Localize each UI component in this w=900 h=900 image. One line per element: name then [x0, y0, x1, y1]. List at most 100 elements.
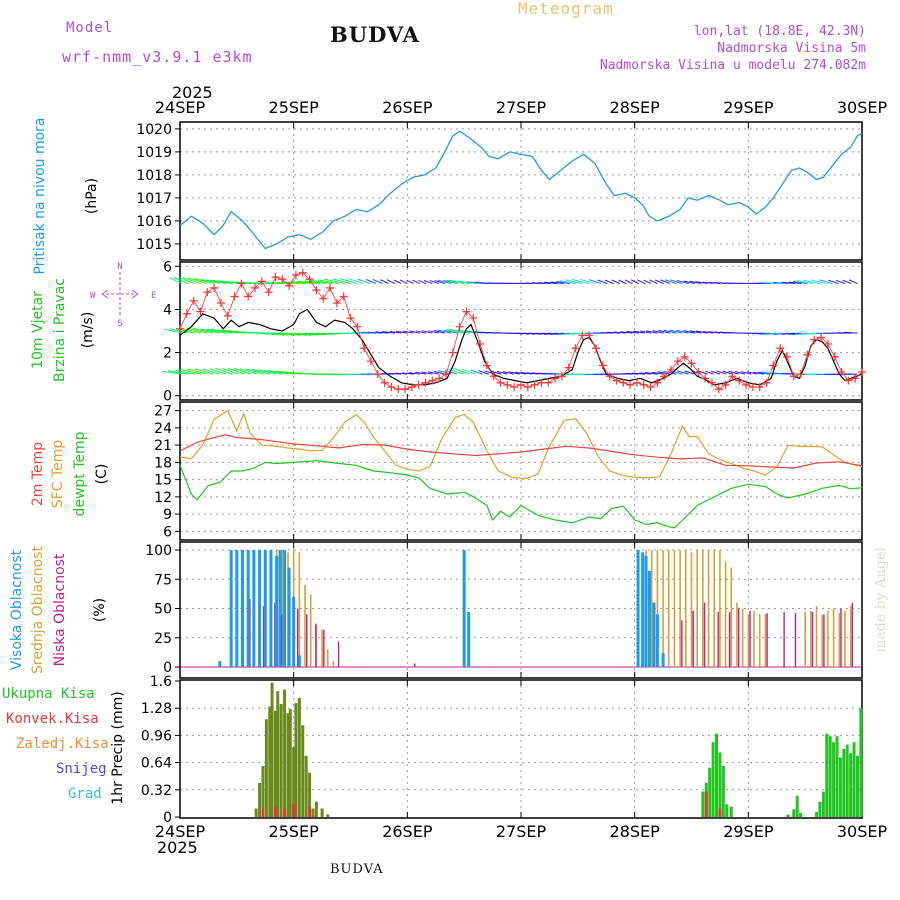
wind-vector	[747, 371, 758, 375]
wind-vector	[290, 332, 314, 336]
wind-vector	[399, 279, 408, 285]
cloud-high-bar	[644, 555, 648, 667]
wind-gust-marker	[176, 324, 184, 333]
wind-vector	[478, 370, 489, 375]
cloud-mid-bar	[656, 550, 659, 667]
wind-vector	[245, 368, 264, 375]
wind-vector	[418, 279, 427, 285]
temp-ytick-label: 24	[154, 421, 172, 437]
wind-vector	[588, 279, 602, 285]
wind-vector	[544, 332, 558, 335]
wind-vector	[764, 332, 783, 336]
cloud-low-bar	[281, 614, 283, 667]
meteogram-title: Meteogram	[518, 0, 614, 18]
wind-vector	[663, 370, 677, 375]
dewpt-ylabel: dewpt Temp	[72, 431, 88, 517]
wind-vector	[168, 277, 183, 285]
wind-vector	[502, 371, 514, 375]
precip-total-bar	[792, 809, 796, 817]
temp-ytick-label: 9	[163, 507, 172, 523]
wind-vector	[626, 330, 639, 334]
precip-convective-bar	[718, 808, 722, 817]
top-date-label: 26SEP	[382, 98, 433, 117]
compass-south-label: S	[117, 319, 122, 329]
wind-vector	[372, 278, 383, 285]
cloud-ytick-label: 75	[154, 572, 172, 588]
wind-vector	[708, 331, 720, 334]
precip-ytick-label: 0.32	[141, 783, 172, 799]
cloud-high-bar	[263, 550, 267, 667]
wind-vector	[389, 331, 402, 334]
precip-convective-bar	[308, 806, 312, 817]
precip-total-bar	[261, 766, 265, 817]
pressure-ylabel: Pritisak na nivou mora	[32, 117, 48, 275]
wind-vector	[470, 369, 483, 375]
cloud-high-bar	[275, 555, 279, 667]
wind-vector	[169, 328, 189, 334]
cloud-mid-bar	[281, 550, 284, 667]
wind-vector	[466, 330, 483, 334]
wind-vector	[194, 368, 214, 375]
wind-vector	[233, 367, 252, 375]
wind-vector	[757, 371, 771, 375]
wind-vector	[571, 278, 589, 285]
precip-total-bar	[326, 814, 330, 817]
cloud-mid-ylabel: Srednja Oblacnost	[30, 546, 46, 674]
precip-total-bar	[825, 733, 829, 817]
wind-vector	[631, 372, 645, 375]
wind-vector	[624, 279, 633, 285]
precip-total-bar	[729, 806, 733, 817]
precip-convective-bar	[283, 808, 287, 817]
pressure-ytick-label: 1015	[136, 237, 172, 253]
wind-vector	[708, 281, 720, 285]
model-label: Model	[66, 20, 114, 36]
cloud-mid-bar	[713, 550, 716, 667]
cloud-low-bar	[315, 623, 317, 667]
precip-total-bar	[845, 744, 849, 817]
wind-vector	[263, 369, 283, 375]
model-name: wrf-nmm_v3.9.1 e3km	[62, 48, 253, 66]
precip-total-bar	[859, 708, 863, 817]
wind-ylabel-2: Brzina i Pravac	[52, 278, 68, 382]
precip-convective-bar	[292, 804, 296, 817]
wind-vector	[683, 280, 696, 285]
wind-vector	[538, 332, 552, 335]
cloud-low-bar	[728, 612, 731, 667]
cloud-mid-bar	[662, 550, 664, 667]
wind-vector	[597, 279, 608, 285]
cloud-mid-bar	[849, 606, 852, 667]
precip-ylabel: 1hr Precip (mm)	[110, 691, 126, 805]
wind-vector	[421, 330, 433, 334]
cloud-mid-bar	[747, 614, 750, 667]
wind-vector	[375, 331, 389, 334]
precip-ytick-label: 1.28	[141, 701, 172, 717]
cloud-low-bar	[262, 606, 265, 667]
wind-vector	[200, 328, 220, 334]
wind-vector	[625, 372, 639, 375]
wind-vector	[380, 279, 389, 285]
precip-total-bar	[711, 742, 715, 817]
cloud-high-bar	[218, 661, 222, 667]
wind-vector	[515, 371, 527, 375]
cloud-low-bar	[766, 613, 768, 667]
precip-total-bar	[832, 742, 836, 817]
wind-vector	[445, 279, 464, 285]
cloud-mid-bar	[838, 613, 841, 667]
wind-vector	[357, 278, 370, 285]
cloud-mid-bar	[309, 594, 312, 667]
precip-total-bar	[795, 795, 799, 817]
cloud-mid-bar	[821, 614, 824, 667]
cloud-high-bar	[636, 550, 640, 667]
precip-total-bar	[821, 791, 825, 817]
wind-vector	[167, 370, 189, 375]
cloud-low-bar	[851, 602, 854, 667]
cloud-mid-bar	[702, 550, 704, 667]
wind-vector	[428, 371, 439, 375]
wind-vector	[683, 330, 696, 334]
precip-total-bar	[721, 766, 725, 817]
temp-frame	[179, 401, 863, 541]
top-date-label: 29SEP	[723, 98, 774, 117]
t2m-line	[179, 434, 863, 469]
wind-vector	[670, 279, 683, 285]
wind-vector	[835, 279, 846, 285]
